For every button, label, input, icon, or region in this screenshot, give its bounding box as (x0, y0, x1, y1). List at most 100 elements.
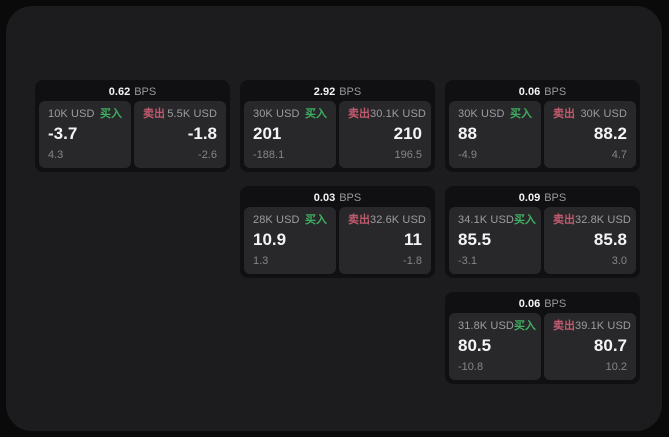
buy-side-label: 买入 (510, 108, 532, 120)
buy-quote-tile[interactable]: 30K USD 买入 88 -4.9 (449, 101, 541, 168)
sell-quote-tile[interactable]: 卖出 30K USD 88.2 4.7 (544, 101, 636, 168)
quote-tiles: 34.1K USD 买入 85.5 -3.1 卖出 32.8K USD 85.8… (449, 207, 636, 274)
quote-card-grid: 0.62 BPS 10K USD 买入 -3.7 4.3 卖出 5.5K USD … (35, 80, 640, 384)
sell-side-label: 卖出 (348, 108, 370, 120)
buy-sub-value: -10.8 (458, 361, 484, 373)
buy-price: -3.7 (48, 124, 78, 143)
buy-side-label: 买入 (100, 108, 122, 120)
sell-quote-tile[interactable]: 卖出 5.5K USD -1.8 -2.6 (134, 101, 226, 168)
spread-value: 0.06 (518, 86, 541, 98)
spread-value: 2.92 (313, 86, 336, 98)
sell-amount: 5.5K USD (167, 108, 217, 120)
spread-header: 0.62 BPS (39, 84, 226, 101)
sell-sub-value: -1.8 (403, 255, 422, 267)
spread-value: 0.09 (518, 192, 541, 204)
sell-side-label: 卖出 (348, 214, 370, 226)
spread-header: 0.06 BPS (449, 84, 636, 101)
sell-sub-value: 196.5 (394, 149, 422, 161)
buy-price: 88 (458, 124, 477, 143)
spread-header: 0.03 BPS (244, 190, 431, 207)
buy-price: 10.9 (253, 230, 287, 249)
sell-sub-value: 3.0 (611, 255, 627, 267)
buy-price: 85.5 (458, 230, 492, 249)
buy-quote-tile[interactable]: 31.8K USD 买入 80.5 -10.8 (449, 313, 541, 380)
quote-tiles: 10K USD 买入 -3.7 4.3 卖出 5.5K USD -1.8 -2.… (39, 101, 226, 168)
sell-price: 88.2 (593, 124, 627, 143)
sell-sub-value: 4.7 (611, 149, 627, 161)
spread-header: 0.09 BPS (449, 190, 636, 207)
buy-tile-top-row: 30K USD 买入 (458, 108, 532, 121)
buy-sub-value: -188.1 (253, 149, 285, 161)
sell-side-label: 卖出 (553, 320, 575, 332)
buy-side-label: 买入 (305, 214, 327, 226)
spread-header: 0.06 BPS (449, 296, 636, 313)
sell-price: 80.7 (593, 336, 627, 355)
buy-side-label: 买入 (305, 108, 327, 120)
sell-amount: 39.1K USD (575, 320, 631, 332)
spread-value: 0.03 (313, 192, 336, 204)
sell-price: 11 (404, 230, 422, 249)
bps-unit-label: BPS (544, 192, 567, 204)
sell-amount: 32.8K USD (575, 214, 631, 226)
buy-amount: 30K USD (253, 108, 300, 120)
sell-tile-top-row: 卖出 39.1K USD (553, 320, 631, 333)
buy-amount: 31.8K USD (458, 320, 514, 332)
quote-card: 0.03 BPS 28K USD 买入 10.9 1.3 卖出 32.6K USD… (240, 186, 435, 278)
sell-side-label: 卖出 (143, 108, 165, 120)
sell-quote-tile[interactable]: 卖出 32.8K USD 85.8 3.0 (544, 207, 636, 274)
bps-unit-label: BPS (544, 298, 567, 310)
buy-sub-value: -3.1 (458, 255, 477, 267)
sell-price: -1.8 (187, 124, 217, 143)
sell-sub-value: -2.6 (198, 149, 217, 161)
buy-amount: 30K USD (458, 108, 505, 120)
spread-value: 0.62 (108, 86, 131, 98)
sell-price: 85.8 (593, 230, 627, 249)
quote-tiles: 30K USD 买入 201 -188.1 卖出 30.1K USD 210 1… (244, 101, 431, 168)
quote-tiles: 31.8K USD 买入 80.5 -10.8 卖出 39.1K USD 80.… (449, 313, 636, 380)
buy-price: 80.5 (458, 336, 492, 355)
quote-card: 0.06 BPS 31.8K USD 买入 80.5 -10.8 卖出 39.1K… (445, 292, 640, 384)
bps-unit-label: BPS (339, 192, 362, 204)
buy-quote-tile[interactable]: 10K USD 买入 -3.7 4.3 (39, 101, 131, 168)
sell-tile-top-row: 卖出 5.5K USD (143, 108, 217, 121)
sell-tile-top-row: 卖出 32.6K USD (348, 214, 426, 227)
sell-tile-top-row: 卖出 30.1K USD (348, 108, 426, 121)
app-surface: 0.62 BPS 10K USD 买入 -3.7 4.3 卖出 5.5K USD … (6, 6, 662, 431)
buy-sub-value: 4.3 (48, 149, 64, 161)
quote-tiles: 28K USD 买入 10.9 1.3 卖出 32.6K USD 11 -1.8 (244, 207, 431, 274)
sell-tile-top-row: 卖出 32.8K USD (553, 214, 631, 227)
quote-card: 0.09 BPS 34.1K USD 买入 85.5 -3.1 卖出 32.8K … (445, 186, 640, 278)
sell-side-label: 卖出 (553, 108, 575, 120)
buy-amount: 10K USD (48, 108, 95, 120)
buy-tile-top-row: 34.1K USD 买入 (458, 214, 536, 227)
buy-side-label: 买入 (513, 320, 536, 332)
buy-sub-value: 1.3 (253, 255, 269, 267)
sell-amount: 32.6K USD (370, 214, 426, 226)
quote-card: 0.62 BPS 10K USD 买入 -3.7 4.3 卖出 5.5K USD … (35, 80, 230, 172)
buy-amount: 34.1K USD (458, 214, 514, 226)
sell-amount: 30K USD (580, 108, 627, 120)
bps-unit-label: BPS (544, 86, 567, 98)
buy-tile-top-row: 30K USD 买入 (253, 108, 327, 121)
buy-side-label: 买入 (513, 214, 536, 226)
sell-tile-top-row: 卖出 30K USD (553, 108, 627, 121)
sell-price: 210 (393, 124, 422, 143)
quote-card: 0.06 BPS 30K USD 买入 88 -4.9 卖出 30K USD 88… (445, 80, 640, 172)
bps-unit-label: BPS (339, 86, 362, 98)
quote-tiles: 30K USD 买入 88 -4.9 卖出 30K USD 88.2 4.7 (449, 101, 636, 168)
sell-quote-tile[interactable]: 卖出 39.1K USD 80.7 10.2 (544, 313, 636, 380)
buy-quote-tile[interactable]: 30K USD 买入 201 -188.1 (244, 101, 336, 168)
sell-quote-tile[interactable]: 卖出 32.6K USD 11 -1.8 (339, 207, 431, 274)
buy-tile-top-row: 28K USD 买入 (253, 214, 327, 227)
buy-quote-tile[interactable]: 34.1K USD 买入 85.5 -3.1 (449, 207, 541, 274)
buy-sub-value: -4.9 (458, 149, 477, 161)
sell-amount: 30.1K USD (370, 108, 426, 120)
spread-header: 2.92 BPS (244, 84, 431, 101)
quote-card: 2.92 BPS 30K USD 买入 201 -188.1 卖出 30.1K U… (240, 80, 435, 172)
sell-sub-value: 10.2 (605, 361, 627, 373)
buy-tile-top-row: 31.8K USD 买入 (458, 320, 536, 333)
sell-quote-tile[interactable]: 卖出 30.1K USD 210 196.5 (339, 101, 431, 168)
buy-quote-tile[interactable]: 28K USD 买入 10.9 1.3 (244, 207, 336, 274)
bps-unit-label: BPS (134, 86, 157, 98)
buy-price: 201 (253, 124, 282, 143)
